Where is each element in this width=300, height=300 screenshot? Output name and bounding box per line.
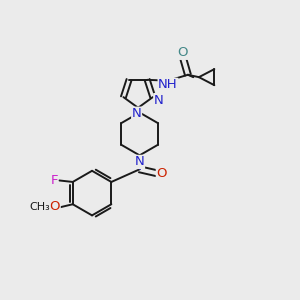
- Text: NH: NH: [158, 78, 178, 92]
- Text: N: N: [135, 155, 145, 168]
- Text: O: O: [178, 46, 188, 59]
- Text: F: F: [50, 174, 58, 187]
- Text: O: O: [50, 200, 60, 213]
- Text: CH₃: CH₃: [29, 202, 50, 212]
- Text: O: O: [156, 167, 167, 180]
- Text: N: N: [154, 94, 164, 106]
- Text: N: N: [132, 107, 142, 120]
